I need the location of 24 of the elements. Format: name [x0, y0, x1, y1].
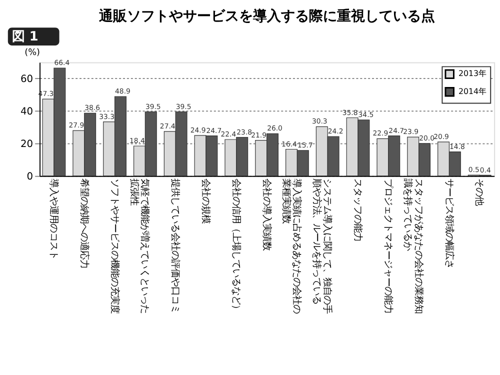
- legend-label: 2013年: [458, 69, 487, 78]
- legend-label: 2014年: [458, 86, 487, 96]
- x-tick-label: サービス領域の幅広さ: [443, 178, 454, 268]
- y-tick-label: 60: [20, 74, 34, 85]
- y-tick-label: 40: [20, 106, 34, 118]
- x-tick-label: 会社の規模: [200, 178, 212, 224]
- x-tick-label: その他: [474, 178, 485, 206]
- x-tick-label: スタッフの能力: [352, 178, 364, 242]
- x-tick-label: ソフトやサービスの機能の充実度: [108, 178, 120, 314]
- caption: 図 1: [12, 30, 38, 44]
- y-tick-label: 20: [20, 138, 34, 150]
- y-tick-label: 0: [26, 171, 34, 182]
- chart-title: 通販ソフトやサービスを導入する際に重視している点: [98, 8, 435, 25]
- y-axis-title: (%): [24, 48, 40, 58]
- x-tick-label: 会社の導入実績数: [260, 178, 272, 250]
- x-tick-label: 導入や運用のコスト: [48, 178, 60, 260]
- x-tick-label: スタッフがあなたの会社の業務知識を持っているか: [402, 178, 424, 314]
- x-tick-label: 気軽で機能が増えていくといった拡張性: [128, 178, 150, 314]
- x-tick-label: プロジェクトマネージャーの能力: [382, 178, 394, 314]
- x-tick-label: 希望の納期への適応力: [78, 178, 90, 268]
- x-tick-label: 導入実績に占めるあなたの会社の業種実績数: [280, 178, 302, 314]
- x-tick-label: システム導入に関して、独自の手順や方法、ルールを持っている: [310, 178, 333, 314]
- x-tick-label: 会社の信用（上場しているなど）: [230, 178, 242, 314]
- x-tick-label: 提供している会社の評価や口コミ: [170, 178, 181, 314]
